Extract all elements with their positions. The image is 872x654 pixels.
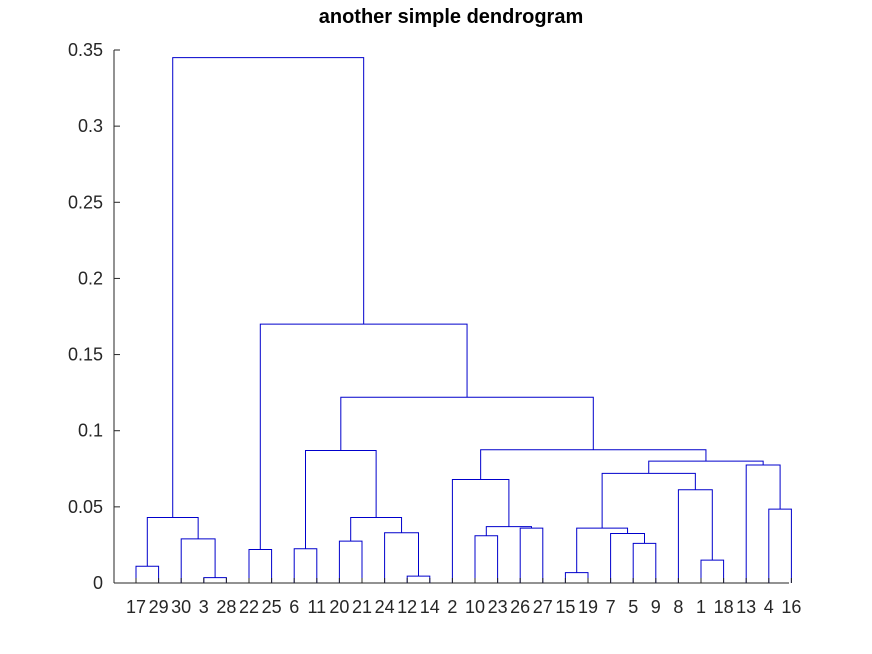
leaf-label: 15: [555, 597, 575, 617]
dendrogram-link-10: [305, 450, 377, 549]
leaf-label: 22: [239, 597, 259, 617]
leaf-label: 18: [714, 597, 734, 617]
dendrogram-link-8: [384, 532, 419, 583]
dendrogram-link-25: [480, 449, 707, 480]
leaf-label: 12: [397, 597, 417, 617]
dendrogram-link-1: [203, 577, 227, 583]
dendrogram-link-6: [338, 540, 363, 583]
leaf-label: 16: [781, 597, 801, 617]
leaf-label: 8: [673, 597, 683, 617]
y-tick-label: 0.1: [78, 421, 103, 441]
dendrogram-link-22: [768, 508, 792, 583]
dendrogram-links: [135, 57, 792, 583]
dendrogram-link-20: [677, 489, 713, 583]
leaf-label: 5: [628, 597, 638, 617]
dendrogram-link-21: [601, 472, 696, 529]
leaf-label: 21: [352, 597, 372, 617]
dendrogram-link-26: [340, 396, 594, 451]
dendrogram-link-0: [135, 565, 160, 583]
y-tick-label: 0.35: [68, 40, 103, 60]
leaf-label: 11: [307, 597, 326, 617]
dendrogram-link-12: [519, 527, 544, 583]
leaf-label: 2: [447, 597, 457, 617]
leaf-label: 14: [420, 597, 440, 617]
leaf-label: 20: [329, 597, 349, 617]
leaf-label: 29: [149, 597, 169, 617]
dendrogram-link-18: [576, 527, 629, 573]
leaf-label: 4: [764, 597, 774, 617]
leaf-label: 10: [465, 597, 485, 617]
leaf-label: 27: [533, 597, 553, 617]
y-tick-label: 0: [93, 573, 103, 593]
dendrogram-link-9: [350, 517, 403, 542]
y-tick-label: 0.3: [78, 116, 103, 136]
leaf-label: 9: [651, 597, 661, 617]
leaf-labels: 17 29 30 3 28 22 25 6 11 20 21 24 12 14 2 10 23 26 27 15 19 7…: [126, 578, 801, 617]
leaf-label: 19: [578, 597, 598, 617]
leaf-label: 24: [375, 597, 395, 617]
dendrogram-link-7: [406, 575, 431, 583]
leaf-label: 13: [736, 597, 756, 617]
dendrogram-link-23: [745, 464, 781, 583]
dendrogram-link-5: [293, 548, 318, 583]
dendrogram-link-3: [146, 517, 199, 567]
dendrogram-link-11: [474, 535, 499, 583]
dendrogram-link-27: [259, 323, 468, 550]
leaf-label: 30: [171, 597, 191, 617]
dendrogram-link-2: [180, 538, 216, 583]
y-tick-label: 0.05: [68, 497, 103, 517]
dendrogram-link-15: [564, 572, 589, 583]
dendrogram-link-17: [610, 533, 645, 583]
dendrogram-link-16: [632, 542, 657, 583]
leaf-label: 23: [488, 597, 508, 617]
leaf-label: 1: [696, 597, 706, 617]
y-tick-label: 0.25: [68, 192, 103, 212]
y-tick-label: 0.2: [78, 268, 103, 288]
chart-title: another simple dendrogram: [319, 6, 584, 28]
leaf-label: 28: [216, 597, 236, 617]
leaf-label: 3: [199, 597, 209, 617]
leaf-label: 25: [262, 597, 282, 617]
leaf-label: 17: [126, 597, 146, 617]
leaf-label: 6: [289, 597, 299, 617]
dendrogram-link-28: [172, 57, 365, 518]
y-tick-label: 0.15: [68, 345, 103, 365]
y-axis: 0 0.05 0.1 0.15 0.2 0.25 0.3 0.35: [68, 40, 789, 593]
leaf-label: 7: [606, 597, 616, 617]
leaf-label: 26: [510, 597, 530, 617]
dendrogram-link-4: [248, 548, 273, 583]
dendrogram-link-14: [451, 478, 510, 583]
dendrogram-link-19: [700, 559, 725, 583]
